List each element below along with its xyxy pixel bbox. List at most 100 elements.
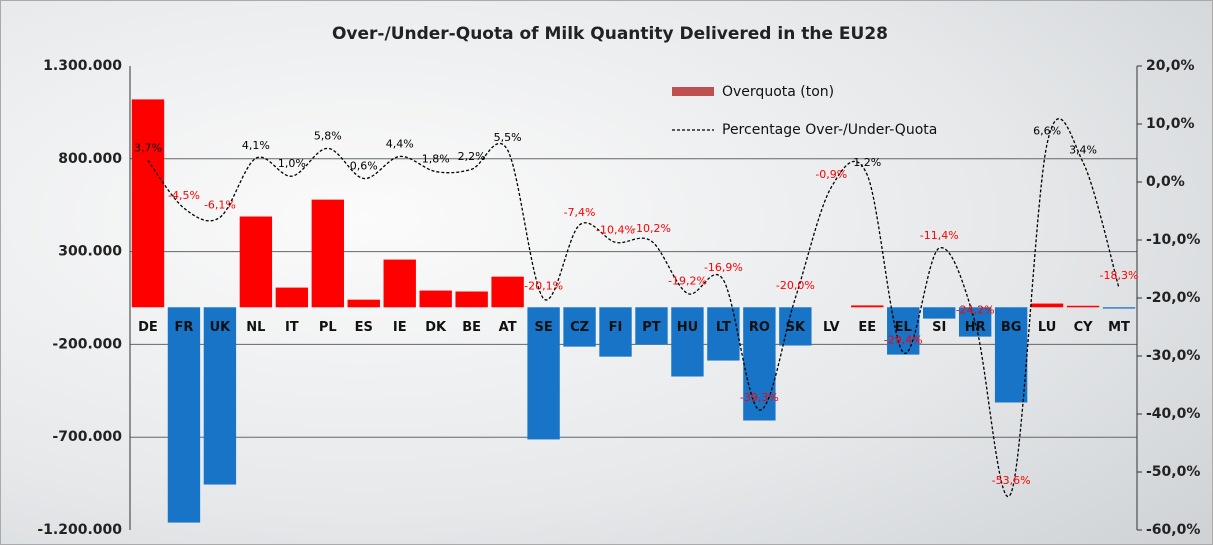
data-label: 6,6% (1033, 125, 1061, 138)
x-tick-label: LT (716, 320, 731, 335)
x-tick-label: PL (319, 320, 337, 335)
data-label: 2,2% (458, 150, 486, 163)
bar (275, 287, 309, 308)
bar (599, 307, 632, 357)
bar (419, 290, 452, 308)
x-tick-label: EE (858, 320, 876, 335)
x-tick-label: LU (1038, 320, 1056, 335)
x-tick-label: IE (393, 320, 407, 335)
y-tick-label: 300.000 (58, 244, 122, 260)
y-tick-label: 1.300.000 (43, 58, 122, 74)
x-tick-label: HU (677, 320, 698, 335)
x-tick-label: CZ (570, 320, 589, 335)
bar (563, 307, 596, 347)
y2-tick-label: -20,0% (1146, 290, 1200, 306)
x-tick-label: HR (965, 320, 986, 335)
bar (527, 307, 560, 440)
x-tick-label: FR (175, 320, 194, 335)
bar (1066, 305, 1100, 308)
data-label: -6,1% (204, 198, 236, 211)
data-label: 3,4% (1069, 143, 1097, 156)
bar (1102, 307, 1136, 309)
bar (1030, 303, 1064, 308)
bar (203, 307, 237, 485)
bar (743, 307, 776, 421)
chart-title: Over-/Under-Quota of Milk Quantity Deliv… (332, 24, 888, 44)
bar (958, 307, 992, 337)
x-tick-label: SK (786, 320, 806, 335)
bar (347, 299, 380, 308)
y2-tick-label: -50,0% (1146, 464, 1200, 480)
y2-tick-label: -60,0% (1146, 522, 1200, 538)
data-label: 4,4% (386, 137, 414, 150)
bar (239, 216, 273, 308)
data-label: -39,3% (740, 391, 779, 404)
y2-tick-label: -30,0% (1146, 348, 1200, 364)
bar (383, 259, 416, 308)
x-tick-label: BG (1001, 320, 1022, 335)
bar (311, 199, 344, 308)
bar (887, 307, 920, 355)
bar (455, 291, 488, 308)
x-tick-label: FI (609, 320, 623, 335)
y2-tick-label: 0,0% (1146, 174, 1185, 190)
bar (491, 276, 524, 308)
data-label: -53,6% (992, 474, 1031, 487)
data-label: 1,8% (422, 153, 450, 166)
x-tick-label: EL (895, 320, 912, 335)
x-tick-label: NL (246, 320, 265, 335)
y2-tick-label: -10,0% (1146, 232, 1200, 248)
data-label: 5,8% (314, 129, 342, 142)
data-label: -19,2% (668, 274, 707, 287)
x-tick-label: IT (285, 320, 299, 335)
y2-tick-label: -40,0% (1146, 406, 1200, 422)
x-tick-label: RO (749, 320, 770, 335)
bar (851, 305, 884, 308)
y-tick-label: -1.200.000 (37, 522, 122, 538)
y2-tick-label: 20,0% (1146, 58, 1195, 74)
data-label: 3,7% (134, 142, 162, 155)
x-tick-label: PT (642, 320, 661, 335)
data-label: -16,9% (704, 261, 743, 274)
x-tick-label: UK (210, 320, 232, 335)
x-tick-label: SI (932, 320, 946, 335)
data-label: -29,4% (884, 334, 923, 347)
data-label: -10,2% (632, 222, 671, 235)
data-label: -0,9% (815, 168, 847, 181)
y-tick-label: 800.000 (58, 151, 122, 167)
bar (923, 307, 956, 319)
data-label: 4,1% (242, 139, 270, 152)
legend-swatch (672, 87, 714, 96)
bar (167, 307, 201, 523)
x-tick-label: ES (355, 320, 373, 335)
x-tick-label: CY (1074, 320, 1094, 335)
data-label: -20,1% (524, 280, 563, 293)
bar (994, 307, 1028, 403)
y-tick-label: -200.000 (52, 336, 122, 352)
data-label: -7,4% (564, 206, 596, 219)
data-label: 1,2% (853, 156, 881, 169)
data-label: -20,0% (776, 279, 815, 292)
y-tick-label: -700.000 (52, 429, 122, 445)
data-label: 0,6% (350, 160, 378, 173)
y2-tick-label: 10,0% (1146, 116, 1195, 132)
data-label: 5,5% (494, 131, 522, 144)
x-tick-label: DK (425, 320, 447, 335)
legend-label: Percentage Over-/Under-Quota (722, 122, 937, 138)
bar (635, 307, 668, 345)
bar (131, 99, 165, 308)
x-tick-label: AT (499, 320, 517, 335)
line (147, 118, 1120, 497)
data-label: -24,2% (956, 303, 995, 316)
legend-label: Overquota (ton) (722, 84, 834, 100)
x-tick-label: SE (534, 320, 552, 335)
x-tick-label: DE (138, 320, 158, 335)
data-label: -4,5% (168, 189, 200, 202)
x-tick-label: BE (462, 320, 481, 335)
bar (671, 307, 704, 377)
x-tick-label: LV (823, 320, 840, 335)
x-tick-label: MT (1108, 320, 1130, 335)
data-label: -11,4% (920, 229, 959, 242)
